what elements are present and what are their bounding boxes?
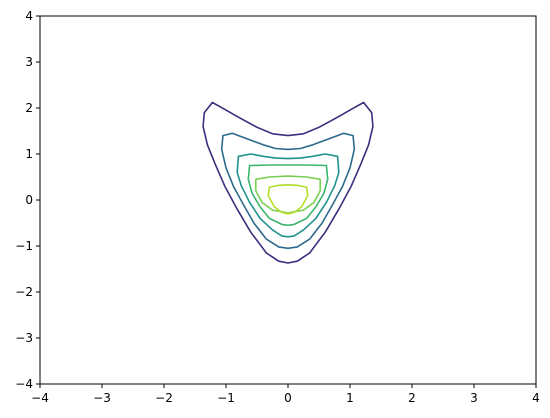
contour-level-2 bbox=[220, 132, 356, 250]
x-tick-label: −4 bbox=[31, 391, 49, 405]
y-tick-label: 0 bbox=[25, 193, 33, 207]
x-tick-label: 2 bbox=[408, 391, 416, 405]
contour-level-3 bbox=[236, 153, 340, 238]
y-tick-label: 4 bbox=[25, 9, 33, 23]
axes-frame bbox=[39, 15, 537, 385]
contour-level-4 bbox=[247, 164, 329, 227]
y-tick-label: −1 bbox=[15, 239, 33, 253]
y-tick-label: 2 bbox=[25, 101, 33, 115]
y-tick-label: −3 bbox=[15, 331, 33, 345]
x-tick-label: −2 bbox=[155, 391, 173, 405]
y-tick-label: −2 bbox=[15, 285, 33, 299]
y-tick-label: −4 bbox=[15, 377, 33, 391]
y-tick-label: 3 bbox=[25, 55, 33, 69]
x-tick-label: −3 bbox=[93, 391, 111, 405]
contour-lines bbox=[202, 101, 374, 264]
x-tick-label: 3 bbox=[470, 391, 478, 405]
x-tick-label: 0 bbox=[284, 391, 292, 405]
contour-level-1 bbox=[202, 101, 374, 264]
contour-level-5 bbox=[255, 175, 321, 214]
y-tick-label: 1 bbox=[25, 147, 33, 161]
x-tick-label: −1 bbox=[217, 391, 235, 405]
contour-level-6 bbox=[267, 184, 309, 215]
x-tick-label: 4 bbox=[532, 391, 540, 405]
x-tick-label: 1 bbox=[346, 391, 354, 405]
y-axis-ticks: −4 −3 −2 −1 0 1 2 3 4 bbox=[15, 9, 40, 391]
x-axis-ticks: −4 −3 −2 −1 0 1 2 3 4 bbox=[31, 384, 540, 405]
